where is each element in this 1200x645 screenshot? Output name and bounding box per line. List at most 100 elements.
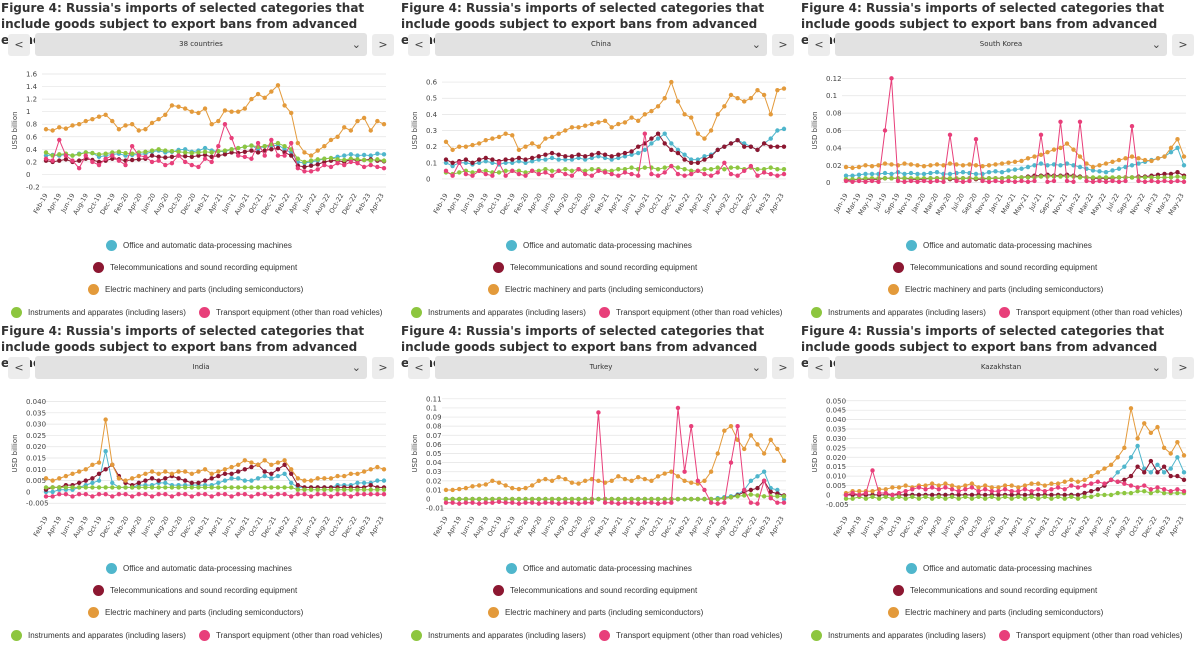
data-point[interactable]	[196, 480, 201, 486]
data-point[interactable]	[949, 494, 955, 500]
data-point[interactable]	[1019, 158, 1024, 164]
data-point[interactable]	[768, 489, 773, 494]
data-point[interactable]	[556, 157, 561, 162]
data-point[interactable]	[609, 168, 614, 174]
data-point[interactable]	[1019, 166, 1024, 171]
data-point[interactable]	[322, 476, 327, 481]
data-point[interactable]	[1122, 445, 1127, 451]
data-point[interactable]	[1110, 159, 1115, 164]
data-point[interactable]	[523, 173, 528, 178]
legend-item-telecom[interactable]: Telecommunications and sound recording e…	[893, 585, 1097, 596]
data-point[interactable]	[682, 167, 687, 172]
data-point[interactable]	[863, 176, 868, 181]
data-point[interactable]	[655, 173, 661, 178]
data-point[interactable]	[1012, 175, 1018, 180]
data-point[interactable]	[616, 173, 621, 178]
data-point[interactable]	[669, 147, 674, 153]
data-point[interactable]	[457, 160, 462, 165]
data-point[interactable]	[269, 471, 274, 477]
data-point[interactable]	[662, 496, 667, 502]
data-point[interactable]	[335, 134, 340, 139]
data-point[interactable]	[993, 178, 998, 184]
data-point[interactable]	[163, 476, 168, 481]
data-point[interactable]	[361, 491, 367, 497]
data-point[interactable]	[229, 150, 234, 155]
data-point[interactable]	[149, 153, 155, 158]
data-point[interactable]	[635, 474, 641, 480]
data-point[interactable]	[315, 162, 320, 167]
data-point[interactable]	[662, 170, 667, 175]
data-point[interactable]	[622, 476, 628, 482]
data-point[interactable]	[569, 168, 575, 174]
data-point[interactable]	[136, 473, 141, 479]
data-point[interactable]	[295, 165, 301, 171]
data-point[interactable]	[609, 496, 614, 502]
data-point[interactable]	[616, 121, 621, 127]
data-point[interactable]	[1089, 488, 1094, 494]
data-point[interactable]	[110, 462, 115, 467]
legend-item-electric[interactable]: Electric machinery and parts (including …	[888, 607, 1103, 618]
data-point[interactable]	[1062, 496, 1067, 501]
data-point[interactable]	[1155, 485, 1160, 490]
data-point[interactable]	[189, 162, 195, 168]
data-point[interactable]	[589, 500, 595, 505]
data-point[interactable]	[708, 173, 714, 178]
data-point[interactable]	[282, 458, 287, 463]
data-point[interactable]	[110, 485, 115, 490]
data-point[interactable]	[249, 478, 254, 483]
data-point[interactable]	[563, 496, 568, 502]
data-point[interactable]	[569, 154, 575, 159]
data-point[interactable]	[83, 491, 88, 497]
data-point[interactable]	[843, 492, 849, 498]
data-point[interactable]	[715, 147, 720, 153]
data-point[interactable]	[1025, 164, 1031, 170]
data-point[interactable]	[368, 487, 373, 492]
data-point[interactable]	[1123, 178, 1128, 184]
data-point[interactable]	[156, 478, 161, 483]
data-point[interactable]	[1051, 178, 1057, 184]
data-point[interactable]	[229, 494, 234, 499]
data-point[interactable]	[156, 485, 161, 490]
data-point[interactable]	[196, 150, 201, 155]
data-point[interactable]	[1062, 479, 1067, 484]
data-point[interactable]	[262, 485, 267, 490]
data-point[interactable]	[986, 176, 992, 181]
next-button[interactable]: >	[372, 34, 394, 56]
data-point[interactable]	[1042, 488, 1048, 494]
data-point[interactable]	[1097, 163, 1102, 168]
data-point[interactable]	[960, 163, 966, 168]
data-point[interactable]	[202, 467, 208, 472]
data-point[interactable]	[476, 157, 482, 162]
data-point[interactable]	[262, 473, 267, 479]
data-point[interactable]	[870, 468, 875, 473]
data-point[interactable]	[136, 153, 141, 158]
data-point[interactable]	[589, 476, 595, 482]
data-point[interactable]	[735, 96, 740, 101]
data-point[interactable]	[596, 496, 601, 502]
data-point[interactable]	[202, 145, 208, 151]
data-point[interactable]	[755, 147, 760, 153]
data-point[interactable]	[1032, 163, 1037, 168]
data-point[interactable]	[76, 469, 82, 474]
data-point[interactable]	[76, 165, 82, 171]
data-point[interactable]	[368, 467, 373, 472]
data-point[interactable]	[976, 485, 981, 490]
data-point[interactable]	[1090, 179, 1096, 184]
data-point[interactable]	[609, 478, 614, 484]
data-point[interactable]	[549, 496, 555, 502]
data-point[interactable]	[582, 500, 588, 505]
data-point[interactable]	[781, 171, 787, 177]
data-point[interactable]	[1071, 179, 1076, 184]
data-point[interactable]	[1116, 166, 1122, 171]
data-point[interactable]	[622, 167, 628, 172]
data-point[interactable]	[90, 150, 95, 156]
data-point[interactable]	[748, 96, 754, 101]
legend-item-telecom[interactable]: Telecommunications and sound recording e…	[93, 585, 297, 596]
data-point[interactable]	[182, 478, 188, 483]
data-point[interactable]	[523, 500, 528, 505]
data-point[interactable]	[510, 496, 515, 502]
data-point[interactable]	[129, 157, 135, 163]
data-point[interactable]	[761, 469, 767, 474]
prev-button[interactable]: <	[408, 34, 430, 56]
data-point[interactable]	[129, 122, 135, 127]
